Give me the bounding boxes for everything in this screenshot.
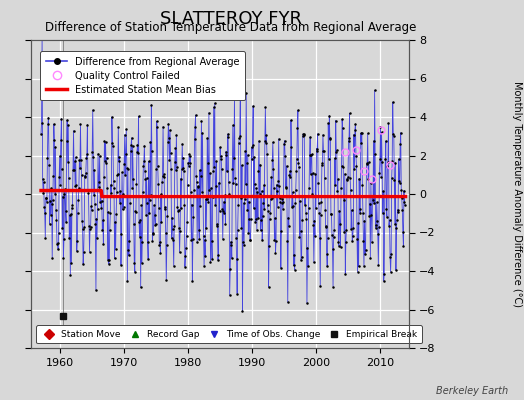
Text: SLATTEROY FYR: SLATTEROY FYR [160,10,301,28]
Legend: Station Move, Record Gap, Time of Obs. Change, Empirical Break: Station Move, Record Gap, Time of Obs. C… [36,326,422,344]
Y-axis label: Monthly Temperature Anomaly Difference (°C): Monthly Temperature Anomaly Difference (… [512,81,522,307]
Text: Difference of Station Temperature Data from Regional Average: Difference of Station Temperature Data f… [45,21,416,34]
Text: Berkeley Earth: Berkeley Earth [436,386,508,396]
